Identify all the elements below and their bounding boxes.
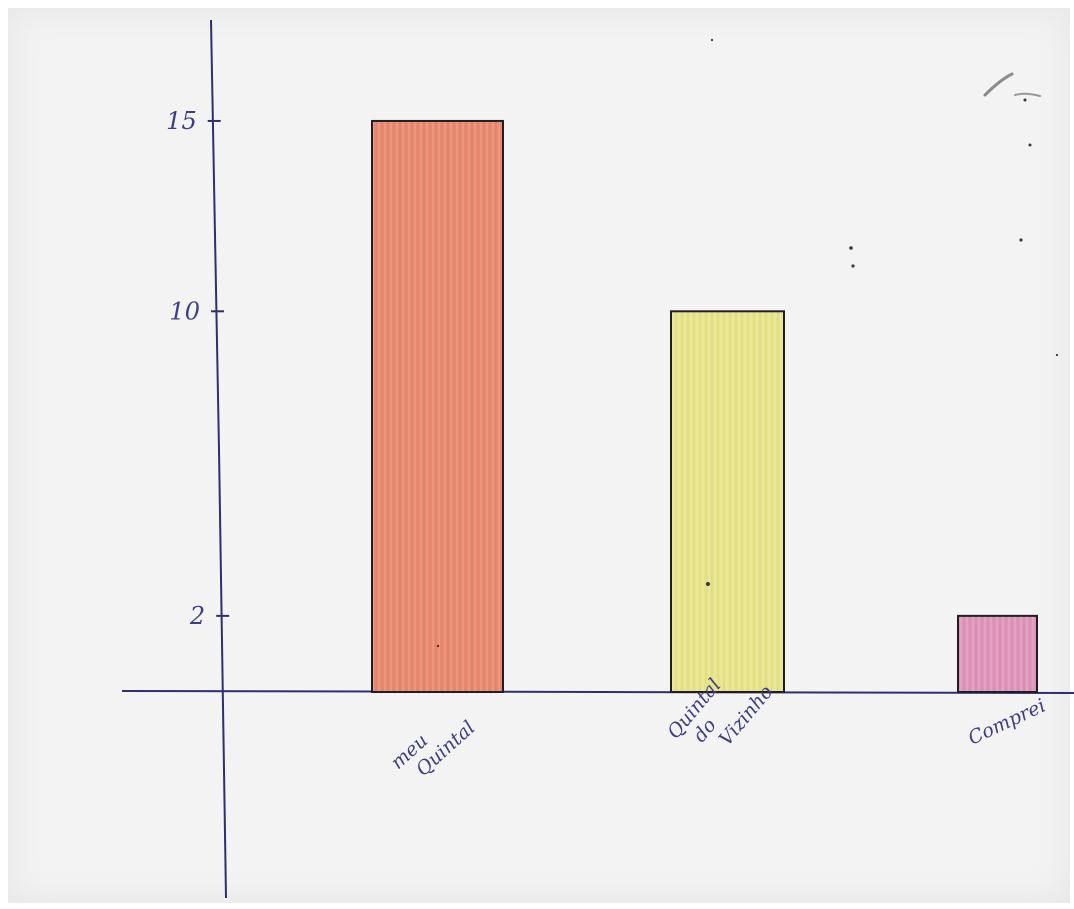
x-tick-label-text: Comprei bbox=[965, 695, 1049, 750]
y-axis-line bbox=[210, 19, 227, 899]
bar bbox=[957, 614, 1038, 693]
bar-texture bbox=[959, 616, 1036, 691]
bar-texture bbox=[373, 121, 502, 691]
paper-speck bbox=[1023, 98, 1027, 102]
paper-speck bbox=[849, 246, 853, 250]
bars bbox=[371, 119, 1038, 693]
paper-speck bbox=[851, 264, 855, 268]
x-tick-label-text: meuQuintal bbox=[387, 700, 480, 790]
bar bbox=[670, 310, 785, 693]
paper-speck bbox=[1028, 143, 1032, 147]
paper-specks bbox=[436, 38, 1059, 648]
paper-sheet bbox=[8, 8, 1070, 903]
paper-speck bbox=[1019, 238, 1023, 242]
axes bbox=[121, 19, 1074, 899]
x-tick-label: meuQuintal bbox=[387, 700, 480, 790]
eraser-smudge bbox=[1014, 92, 1041, 97]
x-tick-label: Comprei bbox=[965, 695, 1049, 750]
eraser-smudge bbox=[983, 72, 1014, 97]
y-tick-label: 10 bbox=[169, 297, 200, 325]
paper-speck bbox=[706, 582, 710, 586]
paper-speck bbox=[1055, 353, 1059, 357]
y-ticks: 15 10 2 bbox=[166, 107, 230, 630]
paper-speck bbox=[436, 644, 440, 648]
x-axis-line bbox=[121, 690, 1074, 694]
bar-texture bbox=[672, 312, 783, 691]
y-tick-label: 2 bbox=[189, 602, 205, 630]
y-tick-label: 15 bbox=[166, 107, 197, 135]
bar bbox=[371, 119, 504, 693]
paper-speck bbox=[710, 38, 714, 42]
